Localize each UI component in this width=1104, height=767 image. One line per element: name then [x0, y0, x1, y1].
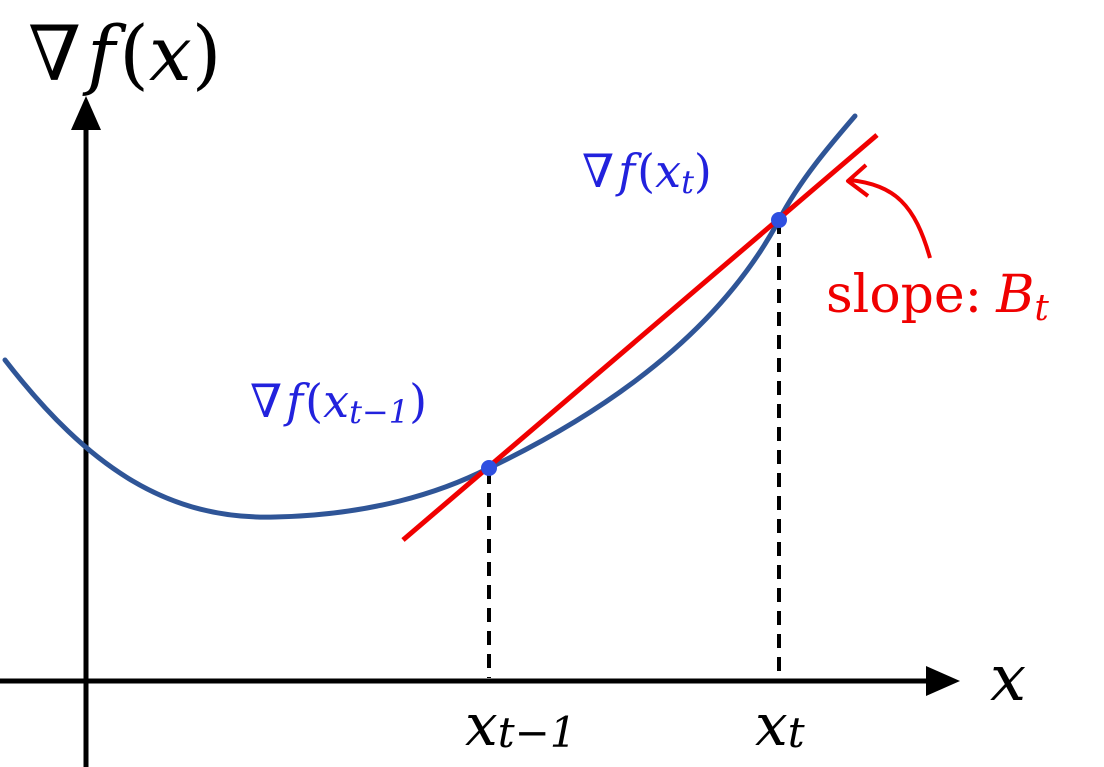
x-axis-arrow-icon: [926, 666, 960, 696]
point-label-prev: ∇f(xt−1): [250, 374, 427, 431]
gradient-curve: [2, 113, 858, 520]
x-axis-label: x: [990, 642, 1026, 716]
secant-line: [401, 133, 879, 542]
point-label-curr: ∇f(xt): [582, 144, 712, 201]
y-axis-label: ∇f(x): [28, 9, 221, 98]
point-prev: [481, 460, 497, 476]
tick-label-prev: xt−1: [465, 691, 577, 759]
callout-curved-arrow-icon: [849, 178, 932, 259]
point-curr: [771, 212, 787, 228]
callout-arrow-head: [846, 163, 870, 198]
tick-label-curr: xt: [755, 691, 805, 759]
slope-annotation: slope: Bt: [826, 265, 1049, 329]
y-axis-arrow-icon: [71, 96, 101, 130]
